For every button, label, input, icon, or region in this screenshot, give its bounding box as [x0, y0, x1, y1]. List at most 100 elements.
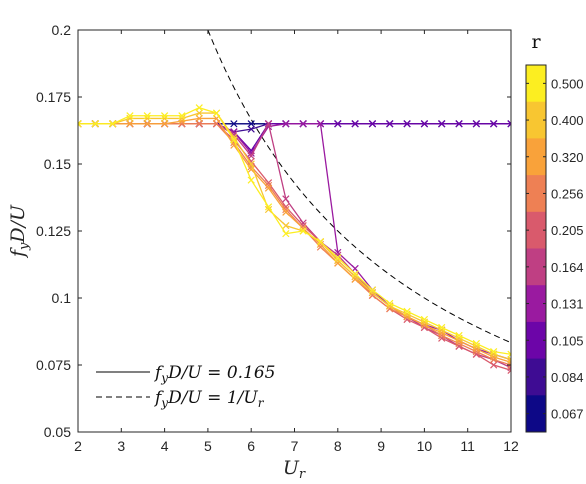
data-point	[507, 350, 511, 358]
data-point	[230, 136, 238, 144]
data-point	[334, 254, 342, 262]
x-tick-label: 12	[503, 438, 519, 454]
data-point	[403, 307, 411, 316]
data-point	[507, 366, 511, 374]
data-point	[472, 339, 480, 348]
legend: fyD/U = 0.165 fyD/U = 1/Ur	[88, 358, 308, 416]
data-point	[334, 259, 342, 267]
data-point	[143, 112, 151, 120]
data-point	[472, 120, 480, 128]
data-point	[264, 184, 273, 192]
y-tick-label: 0.2	[52, 22, 72, 38]
data-point	[334, 256, 342, 265]
data-point	[230, 141, 238, 149]
data-point	[282, 230, 290, 238]
y-tick-label: 0.175	[36, 89, 71, 105]
data-point	[126, 112, 134, 120]
data-point	[195, 104, 203, 112]
data-point	[160, 120, 169, 128]
colorbar-segment	[526, 285, 546, 323]
data-point	[490, 361, 498, 369]
colorbar-segment	[526, 138, 546, 176]
data-point	[299, 222, 307, 230]
y-tick-label: 0.05	[44, 424, 71, 440]
y-tick-label: 0.1	[52, 290, 72, 306]
data-point	[247, 176, 255, 184]
data-point	[178, 112, 186, 120]
x-tick-label: 7	[291, 438, 299, 454]
x-tick-label: 8	[334, 438, 342, 454]
y-tick-label: 0.125	[36, 223, 71, 239]
y-tick-label: 0.15	[44, 156, 71, 172]
data-point	[282, 205, 290, 214]
data-point	[230, 133, 238, 141]
x-tick-label: 9	[377, 438, 385, 454]
data-point	[299, 227, 307, 235]
data-point	[507, 358, 511, 366]
x-tick-label: 10	[417, 438, 433, 454]
legend-box	[88, 358, 308, 416]
data-point	[507, 356, 511, 364]
data-point	[403, 120, 411, 128]
data-point	[282, 120, 290, 128]
x-axis-title: Ur	[283, 457, 306, 482]
data-point	[126, 120, 134, 128]
data-point	[420, 315, 429, 324]
data-point	[143, 120, 151, 128]
data-point	[316, 240, 325, 249]
colorbar-label: 0.067	[551, 407, 584, 422]
x-tick-label: 5	[204, 438, 212, 454]
colorbar-label: 0.500	[551, 76, 584, 91]
data-point	[247, 125, 255, 133]
colorbar-label: 0.105	[551, 333, 584, 348]
data-point	[109, 120, 117, 128]
data-point	[282, 208, 290, 216]
colorbar-segment	[526, 395, 546, 433]
legend-entry-constant: fyD/U = 0.165	[153, 363, 275, 385]
data-point	[351, 272, 359, 281]
colorbar-segment	[526, 248, 546, 286]
x-tick-label: 11	[460, 438, 475, 454]
data-point	[299, 120, 307, 128]
data-point	[351, 275, 359, 283]
data-point	[351, 270, 359, 278]
colorbar-segment	[526, 175, 546, 213]
data-point	[264, 181, 273, 190]
data-point	[438, 323, 446, 332]
x-tick-label: 3	[117, 438, 125, 454]
data-point	[264, 205, 273, 214]
data-point	[316, 238, 325, 246]
data-point	[247, 120, 255, 128]
data-point	[334, 120, 342, 128]
data-point	[195, 109, 203, 117]
data-point	[230, 120, 238, 128]
series-r-0.500	[78, 104, 511, 358]
colorbar-title: r	[531, 31, 541, 53]
data-point	[247, 165, 255, 173]
x-tick-label: 2	[74, 438, 82, 454]
colorbar-segment	[526, 358, 546, 396]
inverse-reference-curve	[207, 30, 511, 344]
legend-entry-hyperbola: fyD/U = 1/Ur	[153, 388, 265, 410]
data-point	[160, 112, 169, 120]
data-point	[386, 299, 394, 307]
data-point	[455, 331, 463, 340]
data-point	[195, 114, 203, 123]
data-point	[420, 120, 429, 128]
colorbar-label: 0.256	[551, 186, 584, 201]
data-point	[507, 120, 511, 128]
data-point	[247, 160, 255, 168]
colorbar-frame	[525, 64, 547, 433]
colorbar-label: 0.084	[551, 370, 584, 385]
colorbar-label: 0.205	[551, 223, 584, 238]
colorbar-label: 0.164	[551, 260, 584, 275]
data-point	[507, 361, 511, 369]
data-point	[334, 248, 342, 257]
data-point	[368, 286, 377, 294]
data-point	[264, 203, 273, 211]
data-point	[264, 120, 273, 128]
data-point	[316, 120, 325, 128]
data-point	[455, 120, 463, 128]
data-point	[490, 120, 498, 128]
